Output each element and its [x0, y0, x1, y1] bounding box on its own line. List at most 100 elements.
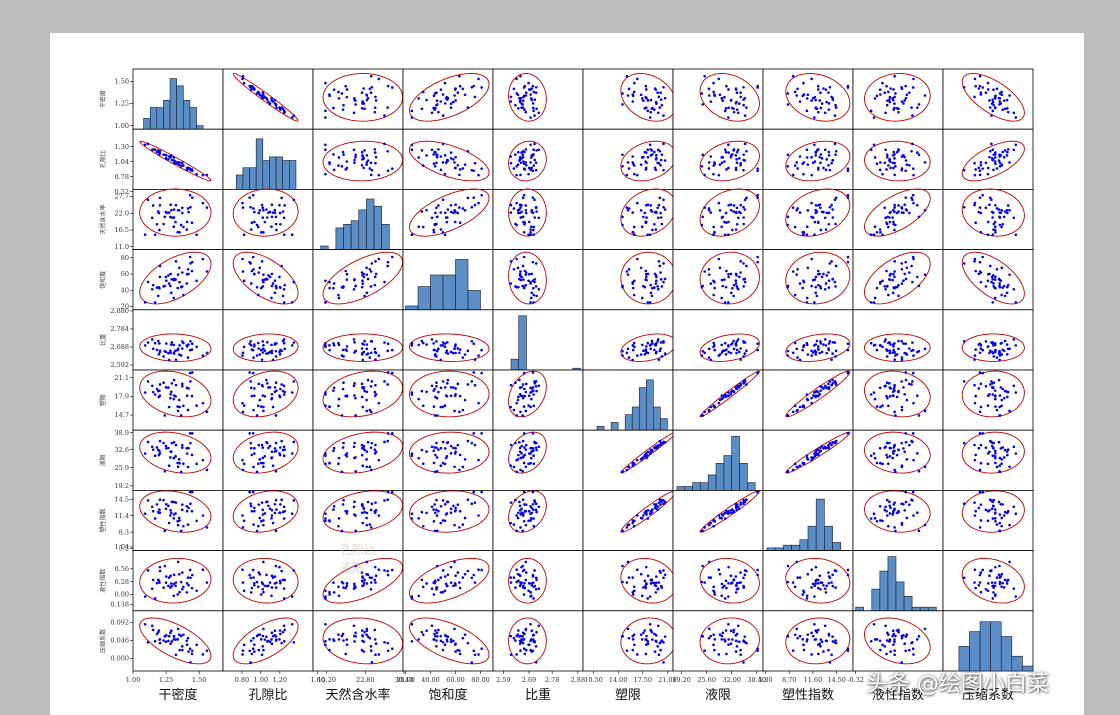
scatter-point [717, 653, 721, 656]
scatter-point [1000, 225, 1003, 229]
scatter-point [978, 173, 982, 177]
scatter-point [270, 284, 274, 288]
scatter-point [532, 508, 535, 511]
scatter-point [831, 216, 835, 219]
histogram-bar [350, 220, 360, 250]
scatter-point [878, 504, 882, 508]
scatter-point [523, 652, 527, 656]
scatter-point [150, 288, 154, 291]
scatter-point [253, 345, 256, 348]
scatter-point [888, 220, 892, 224]
scatter-point [172, 225, 176, 228]
scatter-point [477, 401, 480, 405]
scatter-point [515, 257, 518, 261]
scatter-point [893, 640, 896, 644]
scatter-point [158, 449, 161, 453]
scatter-point [658, 149, 662, 153]
scatter-point [185, 282, 189, 285]
scatter-point [923, 161, 927, 164]
scatter-point [993, 581, 997, 584]
scatter-point [441, 344, 445, 347]
scatter-point [435, 586, 438, 589]
scatter-point [703, 649, 706, 652]
scatter-point [518, 158, 522, 161]
scatter-point [533, 500, 537, 504]
scatter-point [717, 514, 721, 517]
scatter-point [727, 582, 730, 585]
scatter-point [532, 449, 535, 453]
scatter-point [998, 529, 1001, 533]
scatter-point [869, 148, 873, 151]
scatter-point [253, 88, 256, 91]
matrix-cell-7-3 [402, 489, 494, 551]
scatter-point [180, 508, 184, 512]
scatter-point [421, 524, 425, 528]
confidence-ellipse [139, 557, 212, 604]
scatter-point [354, 564, 357, 568]
scatter-point [190, 169, 194, 173]
scatter-point [517, 511, 520, 515]
scatter-point [153, 517, 157, 520]
scatter-point [662, 205, 665, 209]
scatter-point [537, 384, 541, 388]
scatter-point [729, 629, 733, 633]
scatter-point [888, 351, 892, 355]
scatter-point [817, 283, 820, 287]
scatter-point [157, 511, 161, 515]
scatter-point [517, 453, 520, 457]
scatter-point [727, 275, 730, 279]
scatter-point [905, 458, 909, 461]
scatter-point [973, 257, 977, 261]
scatter-point [253, 394, 256, 398]
scatter-point [176, 465, 180, 469]
scatter-point [439, 446, 443, 450]
scatter-point [908, 271, 911, 274]
scatter-point [884, 148, 887, 152]
scatter-point [640, 594, 644, 598]
confidence-ellipse [139, 490, 212, 533]
scatter-point [151, 283, 155, 287]
matrix-cell-2-0 [132, 188, 224, 250]
scatter-point [514, 285, 517, 288]
scatter-point [345, 160, 349, 163]
scatter-point [633, 172, 636, 176]
scatter-point [453, 345, 457, 348]
scatter-point [846, 196, 850, 199]
matrix-cell-8-0 [132, 550, 224, 612]
scatter-point [158, 498, 162, 502]
scatter-point [1005, 98, 1009, 102]
scatter-point [885, 84, 888, 88]
scatter-point [167, 274, 170, 277]
scatter-point [523, 581, 526, 585]
scatter-point [362, 444, 366, 448]
confidence-ellipse [699, 251, 760, 305]
scatter-point [530, 87, 534, 90]
scatter-point [756, 490, 759, 494]
scatter-point [893, 649, 896, 652]
scatter-point [519, 410, 522, 414]
scatter-point [701, 153, 705, 157]
scatter-point [997, 500, 1001, 504]
scatter-point [251, 255, 255, 259]
scatter-point [653, 506, 657, 510]
scatter-point [660, 355, 664, 358]
scatter-point [1002, 155, 1006, 159]
scatter-point [962, 85, 966, 89]
scatter-point [265, 278, 269, 281]
scatter-point [905, 163, 909, 166]
scatter-point [825, 100, 828, 104]
scatter-point [805, 296, 809, 300]
scatter-point [179, 580, 183, 584]
confidence-ellipse [508, 188, 547, 237]
scatter-point [827, 271, 830, 274]
scatter-point [977, 387, 981, 390]
scatter-point [651, 228, 654, 232]
matrix-cell-6-0 [132, 429, 224, 491]
scatter-point [533, 98, 537, 101]
scatter-point [432, 342, 435, 345]
scatter-point [994, 275, 997, 279]
scatter-point [261, 394, 265, 397]
scatter-point [653, 583, 657, 587]
scatter-point [439, 358, 443, 362]
scatter-point [798, 155, 802, 158]
